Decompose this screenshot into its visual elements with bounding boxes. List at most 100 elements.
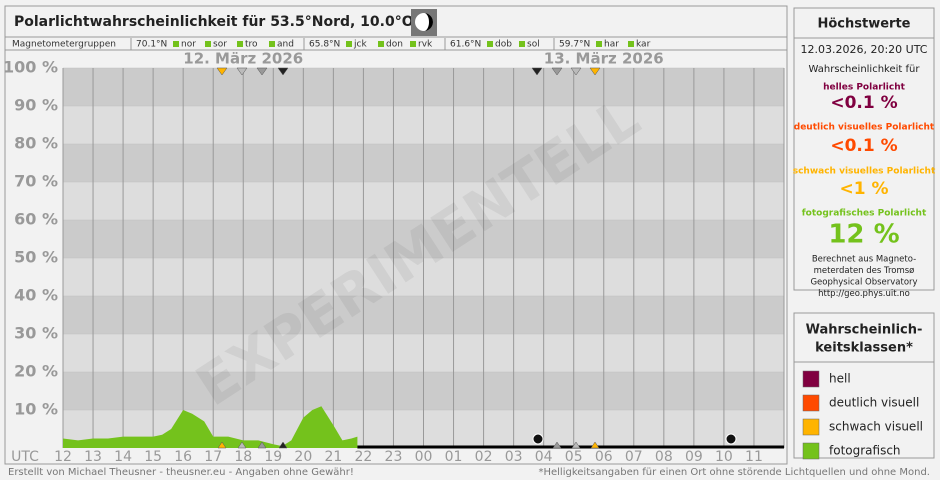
class-value: 12 % (828, 220, 899, 250)
class-label: schwach visuelles Polarlicht (793, 167, 936, 177)
mag-station: har (604, 40, 619, 50)
station-status (378, 41, 384, 47)
x-tick-label: 20 (294, 449, 312, 465)
x-tick-label: 21 (324, 449, 342, 465)
mag-lat: 61.6°N (450, 40, 481, 50)
x-tick-label: 07 (625, 449, 643, 465)
x-tick-label: 00 (415, 449, 433, 465)
footer-right: *Helligkeitsangaben für einen Ort ohne s… (538, 467, 930, 478)
mag-station: kar (636, 40, 651, 50)
moon-shadow (424, 13, 433, 31)
class-label: helles Polarlicht (823, 83, 906, 93)
marker (236, 67, 248, 76)
x-tick-label: 04 (535, 449, 553, 465)
station-status (346, 41, 352, 47)
y-tick-label: 100 % (3, 58, 58, 77)
time: 12.03.2026, 20:20 UTC (801, 43, 928, 56)
marker (256, 67, 268, 76)
mag-station: tro (245, 40, 258, 50)
mag-lat: 59.7°N (559, 40, 590, 50)
source: meterdaten des Tromsø (814, 266, 915, 276)
marker (278, 441, 288, 449)
class-value: <0.1 % (830, 93, 897, 113)
y-tick-label: 50 % (14, 248, 58, 267)
station-status (205, 41, 211, 47)
marker (217, 441, 227, 449)
x-tick-label: 14 (114, 449, 132, 465)
footer-left: Erstellt von Michael Theusner - theusner… (8, 467, 354, 478)
station-status (519, 41, 525, 47)
mag-station: dob (495, 40, 512, 50)
area (63, 406, 358, 448)
legend-swatch (802, 370, 820, 388)
legend-title: keitsklassen* (815, 341, 913, 356)
x-tick-label: 13 (84, 449, 102, 465)
legend-title: Wahrscheinlich- (806, 323, 923, 338)
mag-lat: 65.8°N (309, 40, 340, 50)
x-axis-label: UTC (11, 449, 39, 465)
class-value: <1 % (839, 179, 888, 199)
x-tick-label: 18 (234, 449, 252, 465)
date-label: 13. März 2026 (544, 50, 664, 68)
panel-title: Höchstwerte (818, 17, 911, 32)
source: Geophysical Observatory (810, 278, 917, 288)
marker (571, 441, 581, 449)
mag-label: Magnetometergruppen (12, 40, 116, 50)
x-tick-label: 15 (144, 449, 162, 465)
y-tick-label: 30 % (14, 324, 58, 343)
x-tick-label: 01 (445, 449, 463, 465)
x-tick-label: 11 (745, 449, 763, 465)
y-tick-label: 20 % (14, 362, 58, 381)
x-tick-label: 23 (385, 449, 403, 465)
marker (277, 67, 289, 76)
x-tick-label: 03 (505, 449, 523, 465)
moon-marker (725, 433, 737, 445)
marker (552, 441, 562, 449)
mag-station: rvk (418, 40, 433, 50)
marker (551, 67, 563, 76)
moon-marker (532, 433, 544, 445)
legend-label: deutlich visuell (829, 396, 919, 410)
x-tick-label: 09 (685, 449, 703, 465)
date-label: 12. März 2026 (183, 50, 303, 68)
marker (590, 441, 600, 449)
class-value: <0.1 % (830, 136, 897, 156)
plot: 10 % 20 % 30 % 40 % 50 % 60 % 70 % 80 % 90 % 100 … (3, 50, 785, 465)
class-label: deutlich visuelles Polarlicht (794, 123, 935, 133)
legend-swatch (802, 418, 820, 436)
legend-label: fotografisch (829, 444, 901, 458)
x-tick-label: 19 (264, 449, 282, 465)
station-status (487, 41, 493, 47)
station-status (269, 41, 275, 47)
station-status (596, 41, 602, 47)
marker (237, 441, 247, 449)
mag-station: sor (213, 40, 227, 50)
mag-station: don (386, 40, 403, 50)
mag-station: nor (181, 40, 196, 50)
x-tick-label: 16 (174, 449, 192, 465)
x-tick-label: 08 (655, 449, 673, 465)
station-status (628, 41, 634, 47)
marker (589, 67, 601, 76)
x-tick-label: 17 (204, 449, 222, 465)
x-tick-label: 05 (565, 449, 583, 465)
marker (531, 67, 543, 76)
y-tick-label: 80 % (14, 134, 58, 153)
y-tick-label: 40 % (14, 286, 58, 305)
magnetometer-row: Magnetometergruppen 70.1°N nor sor tro and 65.… (12, 38, 651, 50)
highest: Höchstwerte 12.03.2026, 20:20 UTC Wahrsche… (793, 17, 936, 300)
x-tick-label: 10 (715, 449, 733, 465)
legend-swatch (802, 394, 820, 412)
y-tick-label: 70 % (14, 172, 58, 191)
marker (216, 67, 228, 76)
station-status (173, 41, 179, 47)
intro: Wahrscheinlichkeit für (809, 64, 921, 75)
legend: Wahrscheinlich-keitsklassen* hell deutlich… (794, 323, 934, 460)
mag-station: and (277, 40, 294, 50)
station-status (237, 41, 243, 47)
title: Polarlichtwahrscheinlichkeit für 53.5°No… (14, 14, 429, 30)
y-tick-label: 90 % (14, 96, 58, 115)
x-tick-label: 22 (355, 449, 373, 465)
mag-station: jck (353, 40, 367, 50)
station-status (410, 41, 416, 47)
